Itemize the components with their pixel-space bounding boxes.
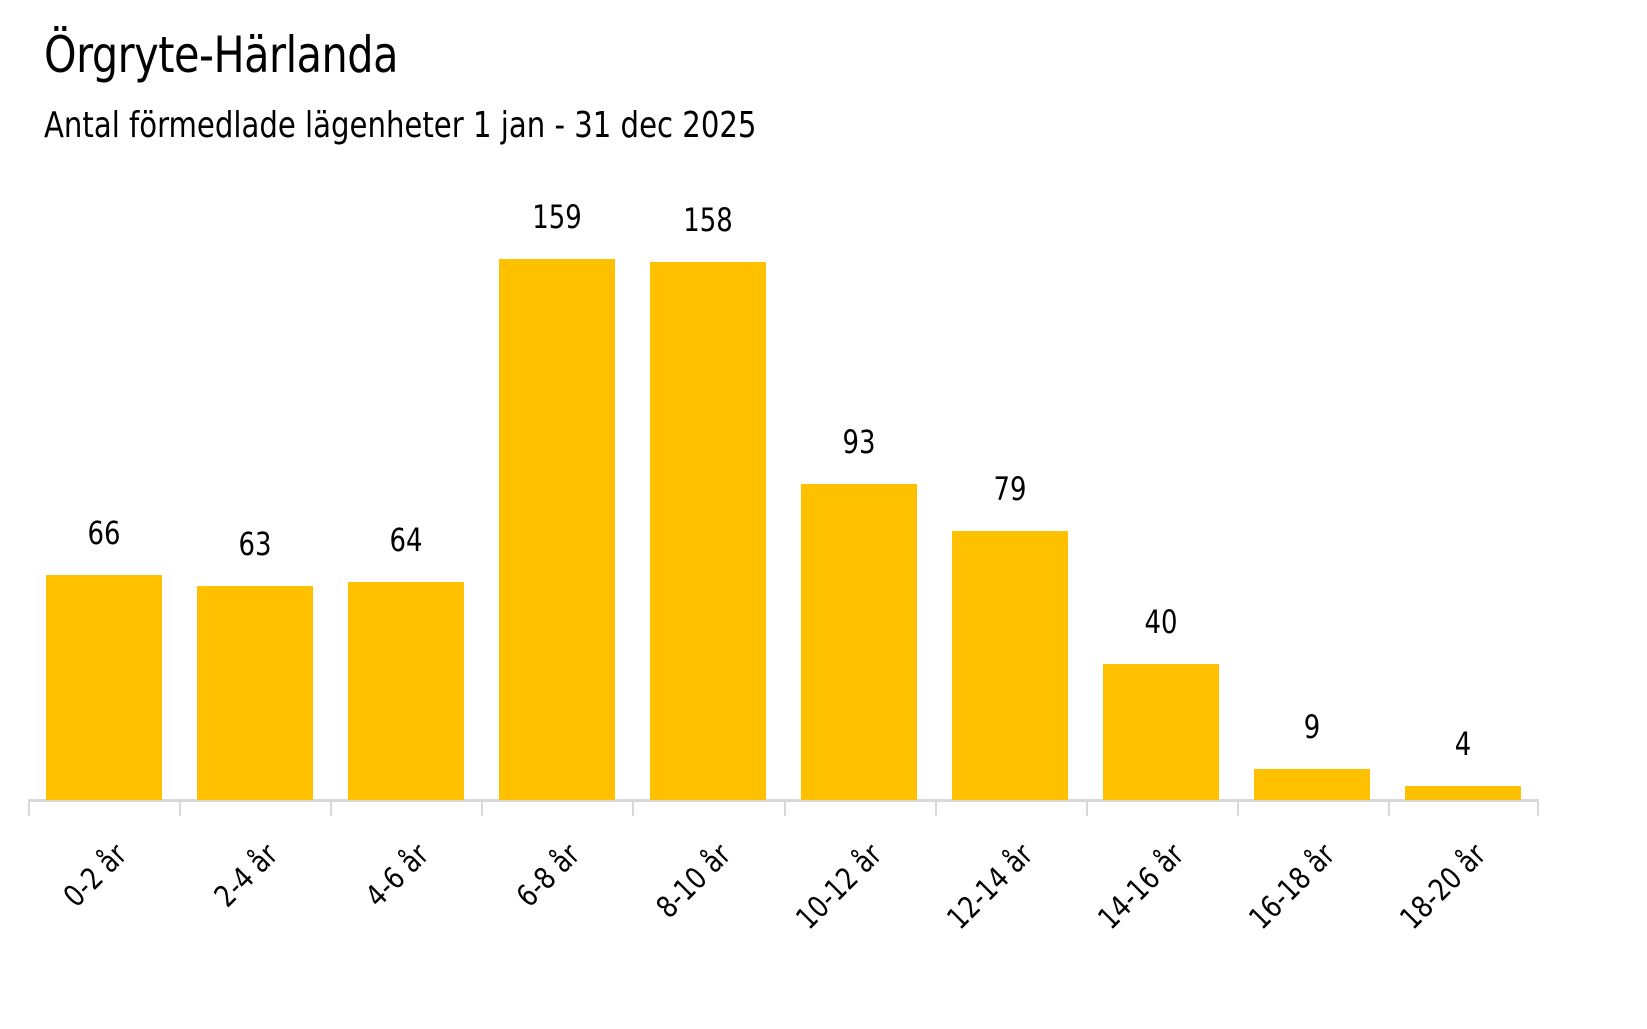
chart-title: Örgryte-Härlanda [44,26,399,84]
x-axis-tick [1236,800,1239,816]
bar[interactable] [1405,786,1522,800]
bar[interactable] [45,575,162,800]
data-label: 4 [1455,725,1472,763]
data-label: 158 [683,201,733,239]
x-axis-category-label: 18-20 år [1394,837,1494,937]
x-axis-tick [632,800,635,816]
x-axis-category-label: 10-12 år [789,837,890,937]
bar[interactable] [1103,664,1220,800]
data-label: 93 [842,423,876,461]
x-axis-tick [1085,800,1088,816]
bar[interactable] [801,484,918,800]
bar[interactable] [952,531,1069,800]
x-axis-tick [330,800,333,816]
x-axis-category-label: 4-6 år [358,837,436,915]
x-axis-category-label: 6-8 år [509,837,587,915]
x-axis-tick [783,800,786,816]
data-label: 159 [532,198,582,236]
data-label: 63 [238,525,272,563]
x-axis-tick [481,800,484,816]
x-axis-tick [934,800,937,816]
data-label: 40 [1144,603,1178,641]
x-axis-tick [1387,800,1390,816]
data-label: 9 [1304,708,1321,746]
bar[interactable] [1254,769,1371,800]
x-axis-category-label: 0-2 år [56,837,134,915]
data-label: 66 [87,514,121,552]
x-axis-category-label: 14-16 år [1091,837,1192,937]
x-axis-tick [1537,800,1539,816]
data-label: 79 [993,470,1027,508]
x-axis-category-label: 12-14 år [940,837,1041,937]
bar[interactable] [649,262,766,800]
bar[interactable] [347,582,464,800]
chart-subtitle: Antal förmedlade lägenheter 1 jan - 31 d… [44,105,757,146]
bar[interactable] [196,586,313,800]
x-axis-category-label: 8-10 år [649,837,738,926]
bar[interactable] [498,259,615,800]
x-axis-category-label: 16-18 år [1243,837,1343,937]
x-axis-category-label: 2-4 år [207,837,285,915]
x-axis-tick [179,800,182,816]
plot-area: 66 0-2 år 63 2-4 år 64 4-6 år 159 6-8 år 158 8-10… [28,0,1539,1029]
x-axis-tick [28,800,30,816]
data-label: 64 [389,521,423,559]
